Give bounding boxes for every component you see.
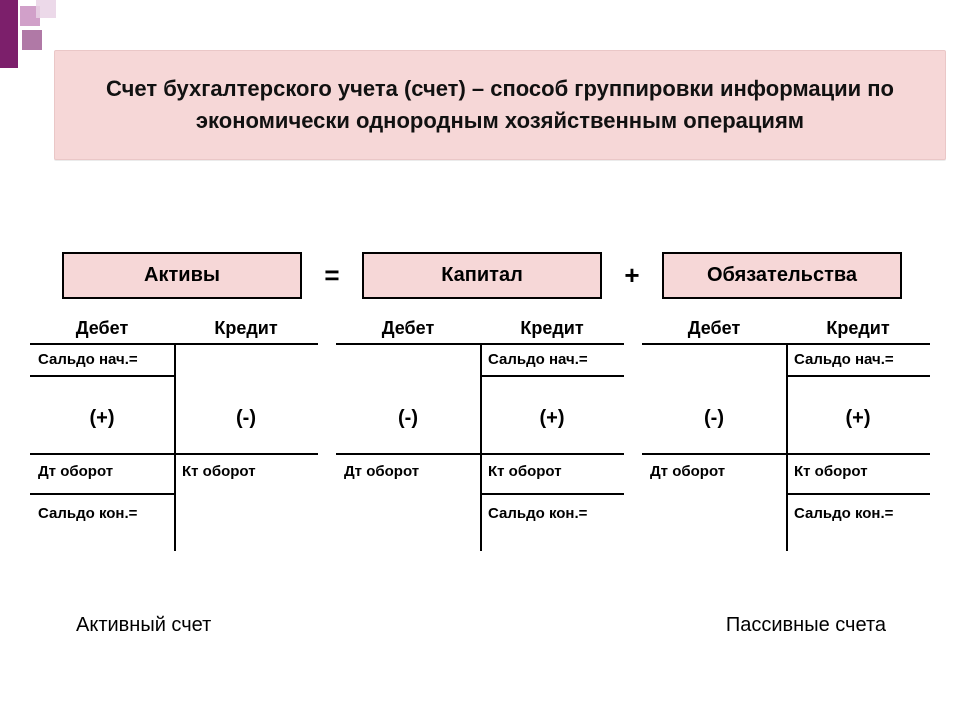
kt-turnover-label: Кт оборот xyxy=(786,459,930,484)
hline xyxy=(30,453,318,455)
active-account-label: Активный счет xyxy=(76,614,211,637)
accent-strip xyxy=(0,0,18,68)
t-account-assets: Дебет Кредит Сальдо нач.= (+) (-) Дт обо… xyxy=(30,314,318,551)
account-type-labels: Активный счет Пассивные счета xyxy=(76,614,886,637)
hline xyxy=(30,375,174,377)
saldo-begin-label: Сальдо нач.= xyxy=(480,347,624,372)
saldo-begin-label: Сальдо нач.= xyxy=(30,347,174,372)
accent-square xyxy=(36,0,56,18)
accent-square xyxy=(22,30,42,50)
definition-title: Счет бухгалтерского учета (счет) – спосо… xyxy=(54,50,946,160)
credit-sign: (+) xyxy=(786,403,930,434)
hline xyxy=(30,493,174,495)
equals-sign: = xyxy=(315,260,349,291)
credit-header: Кредит xyxy=(174,314,318,343)
hline xyxy=(786,375,930,377)
debit-header: Дебет xyxy=(642,314,786,343)
dt-turnover-label: Дт оборот xyxy=(30,459,174,484)
hline xyxy=(786,493,930,495)
kt-turnover-label: Кт оборот xyxy=(174,459,318,484)
saldo-end-label: Сальдо кон.= xyxy=(30,501,174,526)
equation-term-capital: Капитал xyxy=(362,252,602,299)
credit-header: Кредит xyxy=(480,314,624,343)
credit-sign: (-) xyxy=(174,403,318,434)
passive-accounts-label: Пассивные счета xyxy=(726,614,886,637)
debit-sign: (+) xyxy=(30,403,174,434)
plus-sign: + xyxy=(615,260,649,291)
saldo-end-label: Сальдо кон.= xyxy=(786,501,930,526)
hline xyxy=(480,375,624,377)
debit-sign: (-) xyxy=(336,403,480,434)
hline xyxy=(642,453,930,455)
equation-term-assets: Активы xyxy=(62,252,302,299)
debit-header: Дебет xyxy=(30,314,174,343)
hline xyxy=(336,453,624,455)
dt-turnover-label: Дт оборот xyxy=(642,459,786,484)
debit-sign: (-) xyxy=(642,403,786,434)
debit-header: Дебет xyxy=(336,314,480,343)
saldo-begin-label: Сальдо нач.= xyxy=(786,347,930,372)
credit-header: Кредит xyxy=(786,314,930,343)
dt-turnover-label: Дт оборот xyxy=(336,459,480,484)
credit-sign: (+) xyxy=(480,403,624,434)
t-account-capital: Дебет Кредит Сальдо нач.= (-) (+) Дт обо… xyxy=(336,314,624,551)
hline xyxy=(480,493,624,495)
t-accounts-row: Дебет Кредит Сальдо нач.= (+) (-) Дт обо… xyxy=(30,314,930,551)
equation-term-liabilities: Обязательства xyxy=(662,252,902,299)
t-account-liabilities: Дебет Кредит Сальдо нач.= (-) (+) Дт обо… xyxy=(642,314,930,551)
accent-decoration xyxy=(0,0,58,68)
saldo-end-label: Сальдо кон.= xyxy=(480,501,624,526)
accounting-equation: Активы = Капитал + Обязательства xyxy=(62,252,902,299)
kt-turnover-label: Кт оборот xyxy=(480,459,624,484)
